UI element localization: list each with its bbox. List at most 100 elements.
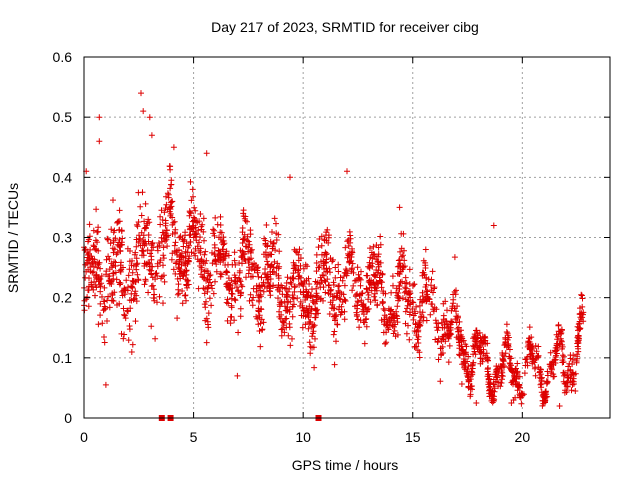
- data-point: [225, 275, 232, 282]
- data-point: [237, 292, 244, 299]
- data-point: [183, 297, 189, 304]
- data-point: [416, 321, 423, 328]
- data-point: [290, 275, 297, 282]
- data-point: [464, 366, 471, 373]
- data-point: [261, 235, 268, 242]
- data-point: [572, 388, 579, 394]
- data-point: [452, 316, 459, 323]
- data-point: [306, 339, 313, 346]
- data-point: [202, 317, 209, 324]
- data-point: [289, 313, 296, 320]
- data-point: [205, 310, 212, 317]
- data-point: [273, 220, 279, 227]
- data-point: [223, 269, 230, 275]
- data-point: [82, 274, 89, 281]
- data-point: [276, 248, 283, 255]
- data-point: [203, 339, 210, 346]
- data-point: [221, 255, 228, 262]
- data-point: [337, 274, 344, 281]
- data-point: [144, 220, 151, 227]
- data-point: [272, 247, 279, 254]
- data-point: [105, 253, 112, 260]
- data-point: [257, 343, 264, 350]
- data-point: [381, 307, 388, 314]
- data-point: [283, 280, 290, 286]
- data-point: [420, 257, 427, 264]
- data-point: [377, 259, 384, 266]
- data-point: [489, 392, 496, 399]
- data-point: [217, 213, 224, 220]
- data-point: [189, 186, 196, 193]
- y-tick-label: 0.2: [53, 290, 73, 306]
- data-point: [196, 239, 202, 246]
- data-point: [482, 333, 488, 340]
- data-point: [389, 322, 396, 329]
- data-point: [117, 280, 124, 287]
- data-point: [130, 278, 137, 284]
- data-point: [103, 268, 110, 275]
- data-point: [199, 221, 206, 228]
- data-point: [283, 324, 290, 331]
- data-point: [476, 348, 483, 355]
- data-point: [110, 276, 117, 282]
- data-point: [493, 366, 500, 373]
- data-point: [160, 300, 166, 307]
- data-point: [315, 264, 322, 271]
- data-point: [527, 353, 534, 359]
- data-point: [403, 330, 410, 337]
- data-point: [359, 301, 366, 308]
- data-point: [334, 292, 341, 299]
- data-point: [435, 320, 442, 327]
- data-point: [181, 270, 187, 277]
- data-point: [101, 306, 108, 313]
- data-point: [370, 279, 377, 285]
- data-point: [116, 207, 123, 214]
- data-point: [332, 317, 338, 324]
- data-point: [119, 292, 126, 299]
- data-point: [264, 258, 271, 265]
- data-point: [439, 350, 446, 356]
- data-point: [484, 354, 491, 361]
- data-point: [419, 293, 426, 300]
- data-point: [121, 331, 128, 338]
- data-point: [247, 231, 254, 238]
- data-point: [133, 266, 140, 273]
- data-point: [332, 264, 339, 271]
- data-point: [283, 292, 290, 298]
- data-point: [378, 284, 385, 291]
- data-point: [179, 236, 186, 243]
- data-point: [325, 282, 332, 289]
- data-point: [182, 248, 189, 255]
- data-point: [465, 376, 472, 383]
- data-point: [537, 371, 544, 378]
- data-point: [192, 224, 199, 231]
- data-point: [303, 305, 310, 312]
- data-point: [371, 293, 378, 300]
- data-point: [394, 292, 401, 299]
- data-point: [480, 339, 487, 346]
- data-point: [352, 303, 358, 310]
- data-point: [322, 289, 329, 296]
- data-point: [331, 293, 338, 300]
- data-point: [165, 232, 172, 239]
- x-tick-label: 20: [515, 429, 531, 445]
- data-point: [210, 226, 217, 233]
- data-point: [228, 295, 235, 302]
- data-point: [345, 243, 352, 249]
- data-point: [252, 262, 259, 268]
- data-point: [129, 283, 136, 290]
- data-point: [142, 276, 149, 283]
- data-point: [350, 269, 357, 276]
- data-point: [474, 332, 481, 339]
- data-point: [174, 275, 181, 282]
- data-point: [271, 215, 278, 222]
- data-point: [501, 364, 507, 371]
- data-point: [413, 328, 420, 335]
- data-point: [245, 248, 251, 255]
- data-point: [152, 276, 159, 283]
- data-point: [185, 244, 191, 251]
- data-point: [148, 283, 155, 290]
- data-point: [395, 290, 402, 296]
- data-point: [212, 278, 218, 285]
- data-point: [110, 197, 116, 204]
